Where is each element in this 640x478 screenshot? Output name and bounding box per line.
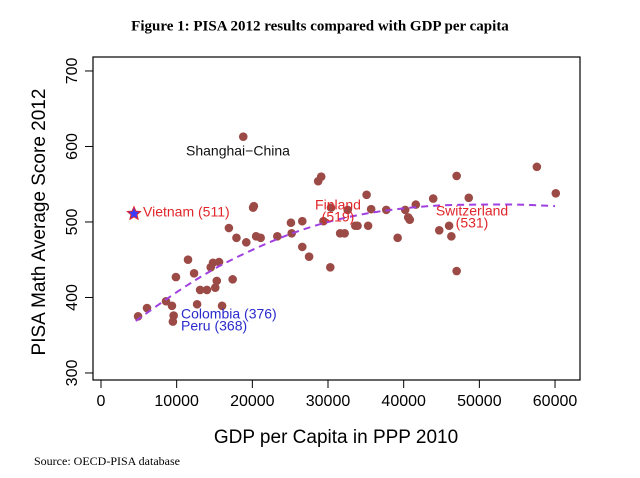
point <box>192 299 202 309</box>
annotation: Colombia (376) <box>181 306 277 322</box>
point <box>167 301 177 311</box>
point <box>212 276 222 286</box>
point <box>304 252 314 262</box>
annotation: Vietnam (511) <box>143 204 230 220</box>
point <box>464 193 474 203</box>
x-tick-label: 30000 <box>306 393 351 410</box>
point <box>238 132 248 141</box>
y-axis-label: PISA Math Average Score 2012 <box>29 89 50 356</box>
point <box>447 232 456 241</box>
point <box>232 233 241 243</box>
point <box>343 205 352 215</box>
point <box>452 171 461 181</box>
x-tick-label: 40000 <box>381 393 426 410</box>
point <box>353 221 362 231</box>
annotation: (519) <box>322 209 355 225</box>
point <box>434 225 444 235</box>
point <box>249 201 259 211</box>
point <box>189 269 199 278</box>
point <box>362 190 371 200</box>
point <box>316 172 326 181</box>
annotation: Peru (368) <box>181 318 247 334</box>
point <box>326 203 336 212</box>
point <box>217 301 227 311</box>
point <box>228 275 237 284</box>
annotation: (531) <box>456 215 489 231</box>
x-tick-label: 10000 <box>154 393 199 410</box>
point <box>340 228 349 238</box>
point <box>325 262 335 272</box>
source-note: Source: OECD-PISA database <box>34 454 180 468</box>
x-tick-label: 0 <box>97 393 106 410</box>
y-tick-label: 400 <box>64 284 81 311</box>
point <box>286 218 296 228</box>
point <box>168 317 178 326</box>
x-axis-label: GDP per Capita in PPP 2010 <box>214 427 458 448</box>
point <box>224 223 234 233</box>
y-tick-label: 300 <box>64 360 81 387</box>
point <box>210 283 220 292</box>
y-tick-label: 700 <box>64 58 81 85</box>
point <box>444 221 454 231</box>
y-tick-label: 500 <box>64 209 81 236</box>
x-tick-label: 60000 <box>533 393 578 410</box>
point <box>241 238 251 247</box>
annotation: Shanghai−China <box>186 143 290 159</box>
chart-title: Figure 1: PISA 2012 results compared wit… <box>131 18 509 34</box>
point <box>428 194 438 203</box>
point <box>400 205 410 215</box>
point <box>366 204 376 214</box>
plot-frame <box>92 56 581 381</box>
point <box>202 285 212 295</box>
point <box>452 266 461 276</box>
star-point <box>126 205 142 221</box>
annotation: Finland <box>315 197 361 213</box>
point <box>405 215 415 225</box>
point <box>297 242 307 252</box>
point <box>256 233 265 243</box>
point <box>183 255 193 265</box>
point <box>297 216 307 226</box>
point <box>273 232 282 241</box>
point <box>393 233 402 243</box>
point <box>363 221 373 231</box>
point <box>171 272 181 282</box>
point <box>532 162 542 172</box>
point <box>195 285 205 295</box>
point <box>551 188 561 198</box>
trend-line <box>135 203 556 322</box>
x-tick-label: 50000 <box>457 393 502 410</box>
annotation: Switzerland <box>436 203 508 219</box>
y-tick-label: 600 <box>64 133 81 160</box>
x-tick-label: 20000 <box>230 393 275 410</box>
point <box>287 228 296 238</box>
